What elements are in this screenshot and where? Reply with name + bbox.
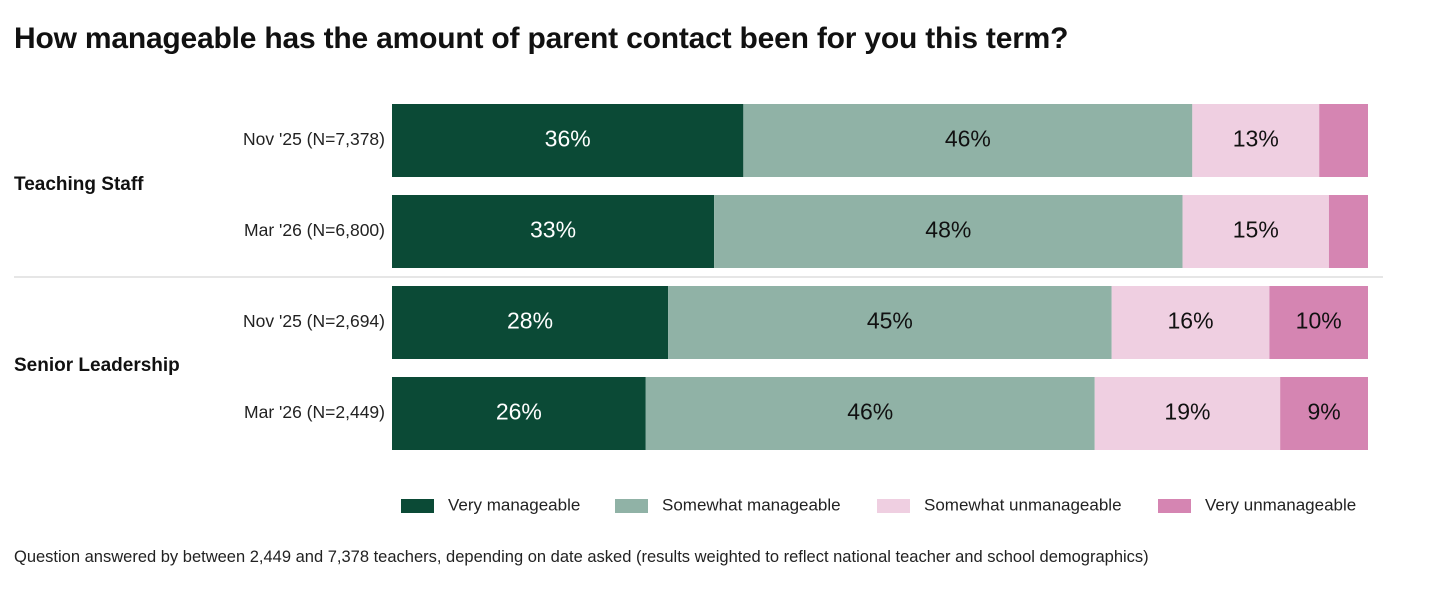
bar-segment-very-manageable bbox=[392, 104, 744, 177]
bar-segment-somewhat-manageable bbox=[668, 286, 1112, 359]
bar-segment-very-manageable bbox=[392, 195, 715, 268]
data-label: 15% bbox=[1233, 217, 1279, 243]
legend-swatch bbox=[1158, 499, 1191, 513]
data-label: 19% bbox=[1164, 399, 1210, 425]
row-label: Nov '25 (N=7,378) bbox=[243, 129, 385, 149]
data-label: 9% bbox=[1307, 399, 1340, 425]
bar-segment-somewhat-unmanageable bbox=[1192, 104, 1320, 177]
bar-segment-very-manageable bbox=[392, 286, 669, 359]
bar-segment-very-unmanageable bbox=[1328, 195, 1368, 268]
data-label: 28% bbox=[507, 308, 553, 334]
legend-label: Very unmanageable bbox=[1205, 495, 1356, 514]
bar-segment-very-unmanageable bbox=[1280, 377, 1368, 450]
legend-swatch bbox=[877, 499, 910, 513]
group-label-senior-leadership: Senior Leadership bbox=[14, 355, 180, 376]
data-label: 46% bbox=[847, 399, 893, 425]
data-label: 33% bbox=[530, 217, 576, 243]
legend-label: Very manageable bbox=[448, 495, 580, 514]
data-label: 13% bbox=[1233, 126, 1279, 152]
bar-segment-very-manageable bbox=[392, 377, 646, 450]
legend-label: Somewhat unmanageable bbox=[924, 495, 1122, 514]
legend-swatch bbox=[401, 499, 434, 513]
stacked-bar-chart: Teaching Staff Nov '25 (N=7,378) 36% 46% 13%… bbox=[14, 104, 1383, 514]
data-label: 48% bbox=[925, 217, 971, 243]
bar-segment-somewhat-manageable bbox=[714, 195, 1183, 268]
data-label: 36% bbox=[545, 126, 591, 152]
chart-title: How manageable has the amount of parent … bbox=[14, 22, 1069, 55]
bar-segment-somewhat-unmanageable bbox=[1111, 286, 1270, 359]
bar-segment-very-unmanageable bbox=[1319, 104, 1368, 177]
data-label: 45% bbox=[867, 308, 913, 334]
group-label-teaching-staff: Teaching Staff bbox=[14, 174, 144, 195]
bar-segment-somewhat-manageable bbox=[645, 377, 1095, 450]
row-label: Mar '26 (N=2,449) bbox=[244, 402, 385, 422]
bar-segment-somewhat-unmanageable bbox=[1182, 195, 1329, 268]
footnote: Question answered by between 2,449 and 7… bbox=[14, 548, 1149, 566]
bar-segment-somewhat-manageable bbox=[743, 104, 1193, 177]
data-label: 46% bbox=[945, 126, 991, 152]
bar-segment-very-unmanageable bbox=[1269, 286, 1368, 359]
legend-swatch bbox=[615, 499, 648, 513]
row-label: Mar '26 (N=6,800) bbox=[244, 220, 385, 240]
data-label: 26% bbox=[496, 399, 542, 425]
bar-segment-somewhat-unmanageable bbox=[1094, 377, 1281, 450]
row-label: Nov '25 (N=2,694) bbox=[243, 311, 385, 331]
data-label: 10% bbox=[1296, 308, 1342, 334]
data-label: 16% bbox=[1168, 308, 1214, 334]
legend-label: Somewhat manageable bbox=[662, 495, 841, 514]
